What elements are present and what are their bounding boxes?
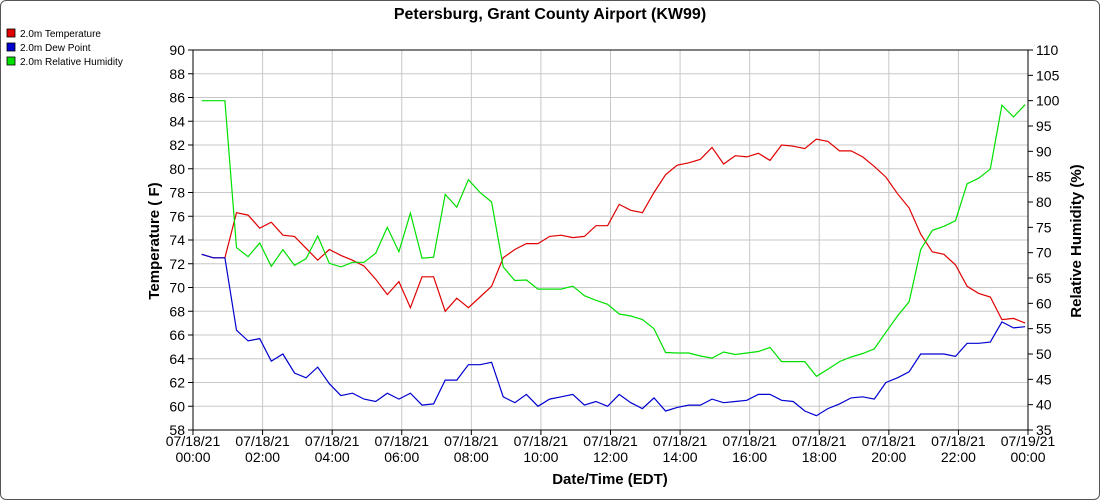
y2-axis-ticks: 35 40 45 50 55 60 65 70 75 80 85 90 95 100 105 110 xyxy=(1028,42,1060,438)
x-tick-date-label: 07/18/21 xyxy=(583,433,638,449)
x-tick-date-label: 07/18/21 xyxy=(653,433,708,449)
legend: 2.0m Temperature 2.0m Dew Point 2.0m Relat… xyxy=(6,28,123,68)
y2-tick-label: 50 xyxy=(1036,346,1052,362)
series-line-1 xyxy=(201,138,1026,324)
x-tick-time-label: 18:00 xyxy=(802,449,837,465)
x-tick-time-label: 10:00 xyxy=(523,449,558,465)
y2-tick-label: 65 xyxy=(1036,270,1052,286)
x-tick-time-label: 02:00 xyxy=(245,449,280,465)
x-axis-ticks: 07/18/2100:0007/18/2102:0007/18/2104:000… xyxy=(166,430,1056,465)
y2-tick-label: 70 xyxy=(1036,245,1052,261)
y2-tick-label: 60 xyxy=(1036,295,1052,311)
y-tick-label: 70 xyxy=(169,280,185,296)
y-tick-label: 76 xyxy=(169,208,185,224)
y2-tick-label: 85 xyxy=(1036,169,1052,185)
y-tick-label: 88 xyxy=(169,66,185,82)
y-axis-title: Temperature ( F) xyxy=(146,182,163,299)
x-tick-date-label: 07/18/21 xyxy=(235,433,290,449)
x-tick-date-label: 07/19/21 xyxy=(1001,433,1056,449)
x-tick-time-label: 04:00 xyxy=(315,449,350,465)
y-tick-label: 82 xyxy=(169,137,185,153)
y2-tick-label: 45 xyxy=(1036,371,1052,387)
legend-swatch xyxy=(6,42,16,52)
x-tick-date-label: 07/18/21 xyxy=(444,433,499,449)
chart-title: Petersburg, Grant County Airport (KW99) xyxy=(394,6,706,23)
legend-label: 2.0m Temperature xyxy=(20,29,101,40)
x-tick-date-label: 07/18/21 xyxy=(722,433,777,449)
y-tick-label: 84 xyxy=(169,113,185,129)
x-tick-time-label: 00:00 xyxy=(1010,449,1045,465)
legend-label: 2.0m Relative Humidity xyxy=(20,57,123,68)
y2-tick-label: 55 xyxy=(1036,321,1052,337)
x-tick-date-label: 07/18/21 xyxy=(792,433,847,449)
x-tick-time-label: 16:00 xyxy=(732,449,767,465)
y-tick-label: 72 xyxy=(169,256,185,272)
x-tick-time-label: 06:00 xyxy=(384,449,419,465)
y-tick-label: 68 xyxy=(169,303,185,319)
x-axis-title: Date/Time (EDT) xyxy=(552,471,668,488)
x-tick-time-label: 22:00 xyxy=(941,449,976,465)
x-tick-date-label: 07/18/21 xyxy=(166,433,221,449)
y-tick-label: 78 xyxy=(169,185,185,201)
y-tick-label: 60 xyxy=(169,398,185,414)
y2-tick-label: 105 xyxy=(1036,67,1060,83)
y2-tick-label: 75 xyxy=(1036,219,1052,235)
y2-axis-title: Relative Humidity (%) xyxy=(1068,164,1085,317)
series-line-3 xyxy=(201,100,1026,378)
y2-tick-label: 35 xyxy=(1036,422,1052,438)
y-tick-label: 74 xyxy=(169,232,185,248)
y2-tick-label: 110 xyxy=(1036,42,1059,58)
legend-swatch xyxy=(6,56,16,66)
x-tick-date-label: 07/18/21 xyxy=(514,433,569,449)
x-tick-time-label: 12:00 xyxy=(593,449,628,465)
legend-label: 2.0m Dew Point xyxy=(20,43,91,54)
y2-tick-label: 40 xyxy=(1036,397,1052,413)
y2-tick-label: 100 xyxy=(1036,93,1060,109)
y2-tick-label: 80 xyxy=(1036,194,1052,210)
legend-swatch xyxy=(6,28,16,38)
x-tick-date-label: 07/18/21 xyxy=(305,433,360,449)
grid xyxy=(193,50,1028,430)
x-tick-time-label: 08:00 xyxy=(454,449,489,465)
y-tick-label: 80 xyxy=(169,161,185,177)
y-tick-label: 64 xyxy=(169,351,185,367)
y-axis-ticks: 58 60 62 64 66 68 70 72 74 76 78 80 82 84 86 88 90 xyxy=(169,42,193,438)
y2-tick-label: 90 xyxy=(1036,143,1052,159)
series-lines xyxy=(201,100,1026,417)
y-tick-label: 86 xyxy=(169,90,185,106)
y-tick-label: 62 xyxy=(169,375,185,391)
x-tick-date-label: 07/18/21 xyxy=(862,433,917,449)
y-tick-label: 66 xyxy=(169,327,185,343)
x-tick-date-label: 07/18/21 xyxy=(375,433,430,449)
y-tick-label: 58 xyxy=(169,422,185,438)
x-tick-time-label: 20:00 xyxy=(871,449,906,465)
series-line-2 xyxy=(201,253,1026,417)
x-tick-time-label: 00:00 xyxy=(175,449,210,465)
x-tick-date-label: 07/18/21 xyxy=(931,433,986,449)
y-tick-label: 90 xyxy=(169,42,185,58)
y2-tick-label: 95 xyxy=(1036,118,1052,134)
x-tick-time-label: 14:00 xyxy=(663,449,698,465)
